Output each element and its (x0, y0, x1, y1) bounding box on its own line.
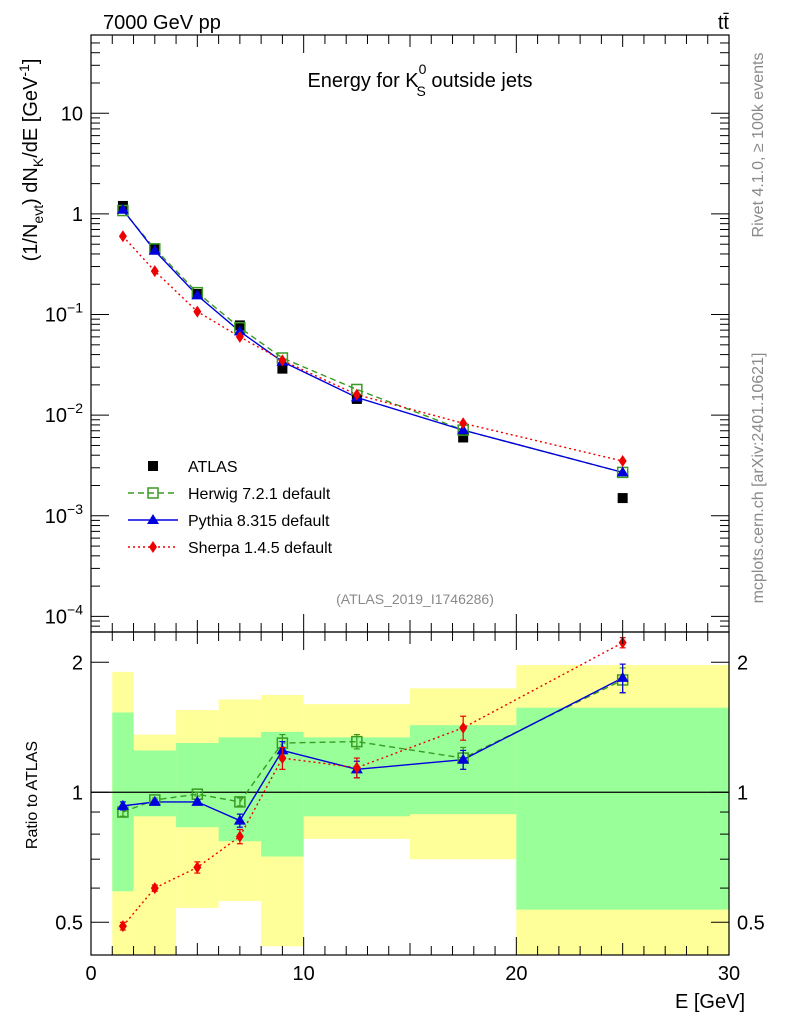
main-y-axis-label: (1/Nevt) dNK/dE [GeV-1] (16, 59, 46, 262)
ratio-y-tick-label-right: 2 (737, 652, 748, 674)
main-point-sherpa (278, 354, 287, 367)
main-axes-box (90, 34, 730, 633)
ratio-point-pythia (457, 753, 470, 764)
legend-label-pythia: Pythia 8.315 default (188, 513, 330, 530)
analysis-id-label: (ATLAS_2019_I1746286) (336, 591, 494, 607)
ratio-y-tick-label-left: 1 (72, 782, 83, 804)
title-text-post: outside jets (426, 70, 533, 92)
ylabel-part-d: ] (20, 59, 42, 65)
main-point-pythia (191, 289, 204, 300)
ylabel-sub-evt: evt (30, 205, 46, 224)
legend-label-herwig: Herwig 7.2.1 default (188, 486, 331, 503)
ratio-point-herwig (234, 796, 246, 808)
ratio-point-sherpa (193, 861, 202, 874)
ratio-point-pythia (148, 795, 161, 806)
source-citation-label: mcplots.cern.ch [arXiv:2401.10621] (750, 353, 767, 604)
main-y-tick-label: 10−4 (45, 601, 83, 628)
ratio-point-sherpa (235, 830, 244, 843)
legend-marker-pythia (147, 514, 159, 524)
legend-marker-data (148, 461, 158, 471)
main-point-pythia (148, 244, 161, 255)
main-point-sherpa (150, 265, 159, 278)
header-energy-label: 7000 GeV pp (103, 12, 221, 34)
ylabel-part-b: ) dN (20, 167, 42, 205)
x-tick-label: 20 (505, 963, 527, 985)
main-y-tick-label: 10 (61, 103, 83, 125)
main-frame (90, 34, 730, 633)
main-point-data (277, 363, 288, 374)
ratio-point-herwig (351, 735, 363, 748)
ylabel-part-a: (1/N (20, 224, 42, 262)
ylabel-sub-k: K (30, 157, 46, 167)
main-point-pythia (233, 325, 246, 336)
ratio-point-sherpa (278, 752, 287, 765)
ratio-point-pythia (191, 795, 204, 806)
x-tick-label: 0 (85, 963, 96, 985)
ratio-point-sherpa (459, 721, 468, 734)
ylabel-part-c: /dE [GeV (20, 76, 42, 158)
x-tick-label: 30 (718, 963, 740, 985)
main-point-sherpa (459, 417, 468, 430)
ratio-point-sherpa (352, 761, 361, 774)
ratio-axes: 0 10 20 30 0.5 0.5 1 1 2 2 (55, 632, 765, 985)
plot-title: Energy for K0 S outside jets (307, 61, 532, 99)
main-plot-area (116, 200, 629, 504)
ratio-point-sherpa (150, 882, 159, 895)
ylabel-sup-exp: -1 (16, 64, 32, 77)
main-line-herwig (122, 210, 623, 474)
main-point-pythia (116, 203, 129, 214)
ratio-line-herwig (122, 679, 623, 813)
ratio-y-axis-label: Ratio to ATLAS (24, 741, 41, 849)
ratio-panel: 0 10 20 30 0.5 0.5 1 1 2 2 Ratio to ATLAS E [GeV] (24, 631, 765, 1013)
legend-label-data: ATLAS (188, 459, 238, 476)
main-line-pythia (122, 209, 623, 474)
ratio-line-pythia (122, 677, 623, 822)
title-superscript: 0 (419, 61, 427, 77)
ratio-point-pythia (233, 814, 246, 825)
main-point-sherpa (235, 330, 244, 343)
ratio-y-tick-label-right: 1 (737, 782, 748, 804)
ratio-band-inner (516, 707, 729, 910)
ratio-point-pythia (116, 799, 129, 810)
ratio-band-inner (176, 743, 219, 828)
title-text-pre: Energy for K (307, 70, 419, 92)
main-y-tick-label: 10−2 (45, 400, 83, 427)
main-line-sherpa (122, 235, 623, 462)
main-point-data (617, 493, 628, 504)
main-point-pythia (616, 466, 629, 477)
main-panel: 10 1 10−1 10−2 10−3 10−4 Energy for K0 S outsi… (16, 34, 730, 633)
main-y-tick-label: 10−1 (45, 300, 83, 327)
main-point-sherpa (618, 455, 627, 468)
ratio-plot-area (91, 636, 729, 933)
main-point-sherpa (352, 388, 361, 401)
legend-marker-herwig (147, 487, 159, 499)
legend: ATLAS Herwig 7.2.1 default Pythia 8.315 de… (128, 459, 333, 557)
rivet-version-label: Rivet 4.1.0, ≥ 100k events (750, 53, 767, 238)
ratio-band-inner (133, 750, 177, 817)
main-y-tick-label: 10−3 (45, 501, 83, 528)
main-point-data (458, 432, 469, 443)
legend-marker-sherpa (149, 541, 157, 553)
main-point-sherpa (193, 305, 202, 318)
legend-label-sherpa: Sherpa 1.4.5 default (188, 540, 333, 557)
title-subscript: S (416, 83, 425, 99)
x-tick-label: 10 (293, 963, 315, 985)
header-process-label: tt̄ (718, 12, 730, 34)
main-y-axis: 10 1 10−1 10−2 10−3 10−4 (45, 34, 730, 633)
ratio-y-tick-label-right: 0.5 (737, 912, 765, 934)
ratio-point-sherpa (118, 920, 127, 933)
ratio-y-tick-label-left: 2 (72, 652, 83, 674)
ratio-uncertainty-bands (112, 665, 729, 955)
x-axis-label: E [GeV] (675, 991, 745, 1013)
main-y-tick-label: 1 (72, 204, 83, 226)
ratio-point-pythia (616, 671, 629, 682)
main-point-sherpa (118, 230, 127, 243)
ratio-y-tick-label-left: 0.5 (55, 912, 83, 934)
